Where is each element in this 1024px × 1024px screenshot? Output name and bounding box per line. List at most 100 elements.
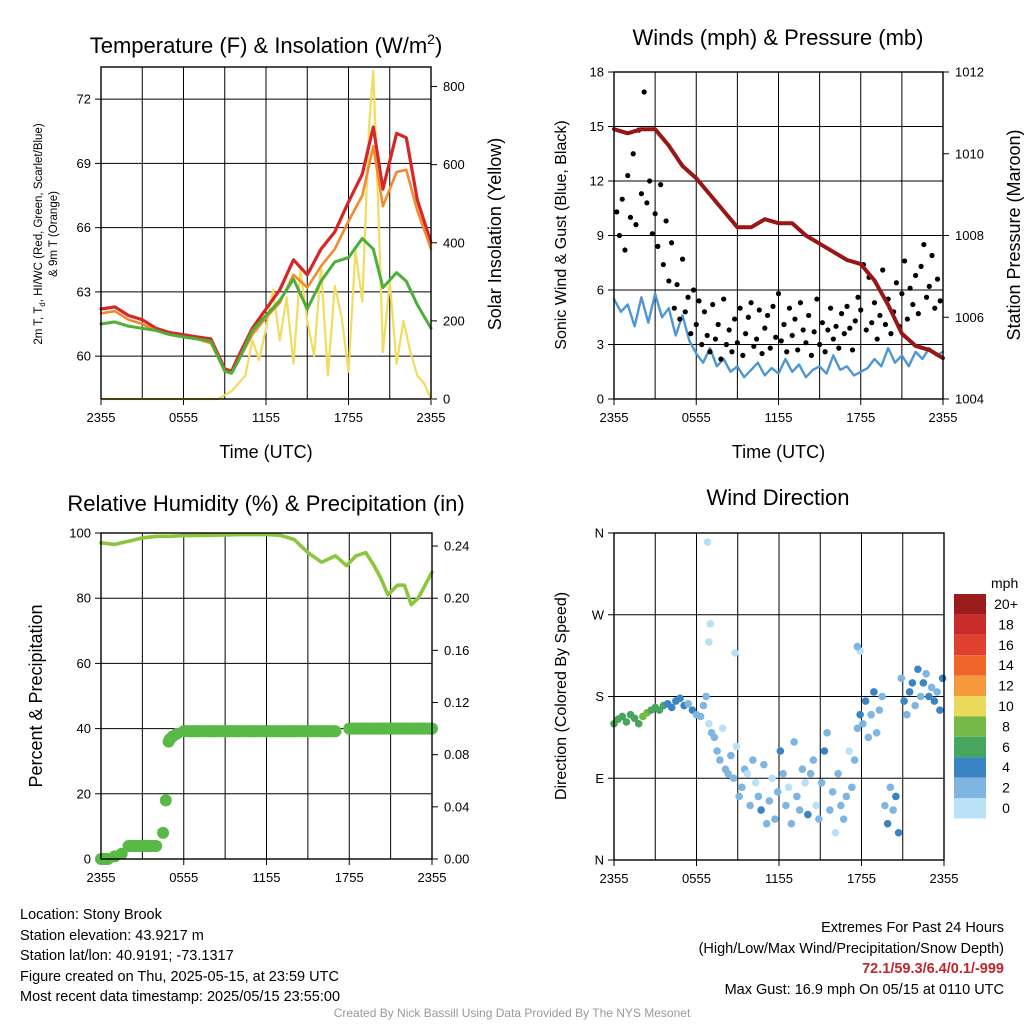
winds-gust-point xyxy=(726,327,732,333)
direction-plot-border xyxy=(613,532,945,861)
winds-gust-point xyxy=(814,296,820,302)
winds-gust-point xyxy=(696,298,702,304)
direction-point xyxy=(823,729,831,737)
winds-gust-point xyxy=(786,305,793,311)
winds-gust-point xyxy=(902,258,908,264)
winds-gust-point xyxy=(764,312,771,319)
winds-gust-point xyxy=(644,200,650,206)
winds-gust-point xyxy=(858,307,864,313)
direction-point xyxy=(834,769,842,778)
winds-gust-point xyxy=(627,214,634,220)
temperature-y-tick-label: 63 xyxy=(77,284,91,299)
humidity-series-rh xyxy=(99,532,434,607)
temperature-title-main: Temperature (F) & Insolation (W/m xyxy=(90,33,427,58)
direction-point xyxy=(842,792,851,801)
temperature-xlabel: Time (UTC) xyxy=(219,442,312,462)
winds-gust-point xyxy=(641,89,647,95)
winds-gust-point xyxy=(847,325,853,331)
winds-gust-point xyxy=(827,305,834,311)
direction-point xyxy=(914,665,922,674)
winds-y-tick-label: 18 xyxy=(590,65,604,80)
direction-point xyxy=(793,792,801,801)
humidity-y-tick-label: 80 xyxy=(77,591,91,606)
direction-legend-swatch xyxy=(954,655,986,676)
direction-ylabel-left: Direction (Colored By Speed) xyxy=(553,592,570,800)
latlon-text: Station lat/lon: 40.9191; -73.1317 xyxy=(20,948,234,964)
direction-point xyxy=(622,718,631,726)
winds-gust-point xyxy=(934,276,941,282)
direction-legend-label: 16 xyxy=(998,637,1014,653)
winds-gust-point xyxy=(833,323,839,329)
direction-point xyxy=(889,806,897,814)
recent-data-text: Most recent data timestamp: 2025/05/15 2… xyxy=(20,989,341,1005)
winds-gust-point xyxy=(701,309,708,315)
temperature-panel: 2355 0555 1155 1755 2355 60 63 66 69 72 0 200 400 600… xyxy=(33,31,505,462)
direction-point xyxy=(798,765,807,773)
location-text: Location: Stony Brook xyxy=(20,907,162,923)
humidity-y-tick-label: 100 xyxy=(69,526,91,541)
humidity-y2-tick-label: 0.04 xyxy=(444,799,469,814)
winds-gust-point xyxy=(915,311,921,317)
humidity-precip-point xyxy=(115,847,128,860)
temperature-ylabel-part1: 2m T, T xyxy=(33,307,45,345)
humidity-precip-point xyxy=(150,839,163,852)
temperature-title: Temperature (F) & Insolation (W/m2) xyxy=(90,31,443,58)
winds-gust-point xyxy=(904,316,910,322)
humidity-y-tick-label: 40 xyxy=(77,721,91,736)
winds-gust-point xyxy=(679,256,686,262)
winds-gust-point xyxy=(614,209,620,215)
direction-point xyxy=(870,688,878,696)
winds-gust-point xyxy=(619,196,625,202)
direction-legend-label: 18 xyxy=(998,616,1014,632)
direction-point xyxy=(850,756,859,764)
temperature-title-sup: 2 xyxy=(427,31,435,47)
direction-x-tick-label: 2355 xyxy=(930,871,959,886)
direction-point xyxy=(801,778,809,787)
direction-point xyxy=(820,747,829,755)
winds-gust-point xyxy=(880,267,886,273)
direction-point xyxy=(925,692,933,701)
direction-legend-swatch xyxy=(954,777,986,798)
temperature-ylabel-part2: , HI/WC (Red, Green, Scarlet/Blue) xyxy=(33,123,45,302)
direction-y-tick-label: W xyxy=(592,607,605,622)
direction-point xyxy=(732,742,741,751)
humidity-y-tick-label: 20 xyxy=(77,786,91,801)
temperature-y2-tick-label: 600 xyxy=(443,157,465,172)
winds-ylabel-right: Station Pressure (Maroon) xyxy=(1004,129,1024,340)
direction-point xyxy=(702,692,710,701)
direction-point xyxy=(853,642,862,651)
temperature-ylabel-line2: & 9m T (Orange) xyxy=(48,191,60,277)
winds-gust-point xyxy=(775,291,782,297)
direction-point xyxy=(848,783,856,792)
winds-gust-point xyxy=(806,312,812,319)
winds-gust-point xyxy=(797,300,804,306)
direction-y-tick-label: S xyxy=(595,689,604,704)
winds-y-tick-label: 6 xyxy=(597,283,604,298)
direction-legend-swatch xyxy=(954,696,986,717)
direction-legend-label: 4 xyxy=(1002,759,1010,775)
winds-gust-point xyxy=(638,191,645,197)
direction-point xyxy=(936,706,944,714)
direction-point xyxy=(883,819,892,828)
direction-legend-label: 2 xyxy=(1002,780,1010,796)
winds-gust-point xyxy=(688,331,694,337)
direction-point xyxy=(705,638,713,646)
temperature-y-tick-label: 72 xyxy=(77,92,91,107)
winds-gust-point xyxy=(778,338,784,344)
temperature-y2-tick-label: 200 xyxy=(443,313,465,328)
humidity-x-tick-label: 0555 xyxy=(169,870,198,885)
temperature-x-tick-label: 2355 xyxy=(417,410,446,425)
winds-gust-point xyxy=(910,301,916,308)
winds-gust-point xyxy=(844,303,850,309)
winds-series-wind xyxy=(612,292,945,379)
direction-point xyxy=(703,538,712,546)
winds-gust-point xyxy=(808,352,815,358)
direction-point xyxy=(922,669,930,678)
temperature-y-tick-label: 69 xyxy=(77,156,91,171)
direction-point xyxy=(749,756,757,764)
winds-gust-point xyxy=(912,272,919,279)
humidity-y2-tick-label: 0.24 xyxy=(444,539,469,554)
direction-legend-label: 10 xyxy=(998,698,1014,714)
direction-point xyxy=(905,688,914,696)
